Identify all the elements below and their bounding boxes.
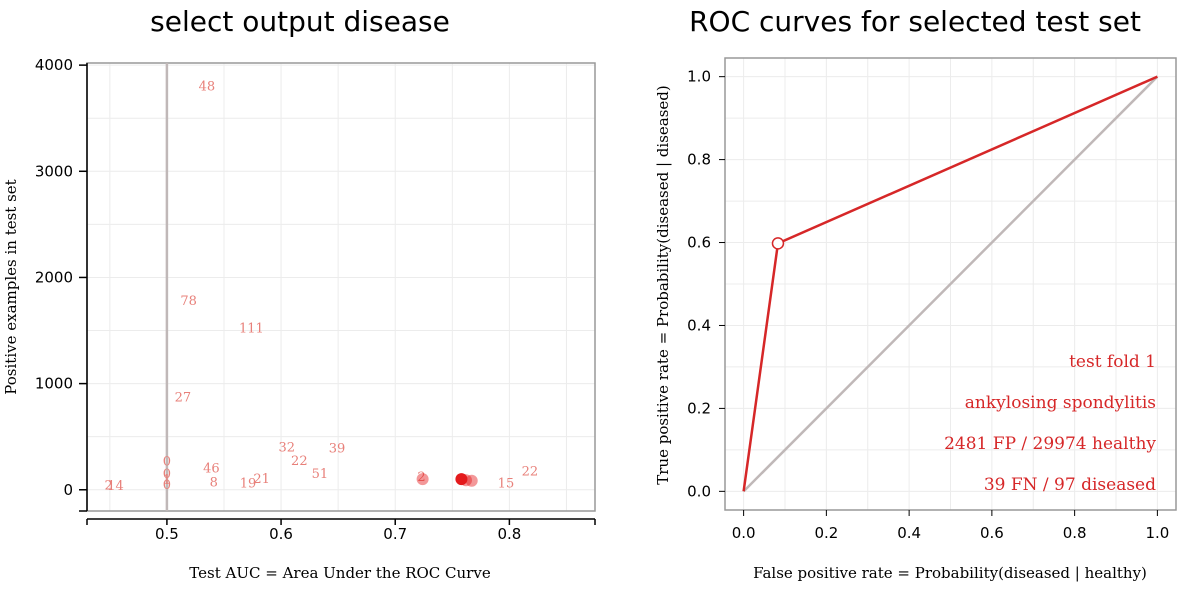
right-y-tick-label: 0.6 [687,234,711,252]
right-gridlines [725,58,1176,510]
right-x-tick-label: 0.8 [1063,524,1087,542]
left-x-axis-label: Test AUC = Area Under the ROC Curve [189,564,491,582]
disease-label[interactable]: 19 [240,476,257,491]
disease-label[interactable]: 0 [163,478,171,493]
right-x-tick-label: 0.2 [814,524,838,542]
selection-info-line: 39 FN / 97 diseased [984,475,1156,495]
disease-label[interactable]: 2 [417,470,425,485]
disease-label[interactable]: 78 [180,294,197,309]
disease-label[interactable]: 48 [199,79,216,94]
chance-diagonal [742,75,1159,493]
disease-label[interactable]: 14 [107,479,124,494]
disease-label[interactable]: 15 [498,476,515,491]
left-chart-title: select output disease [150,5,450,38]
right-x-axis-label: False positive rate = Probability(diseas… [753,564,1147,582]
left-y-axis-label: Positive examples in test set [2,179,20,394]
left-y-tick-label: 4000 [35,56,73,74]
disease-count-labels[interactable]: 487811127323922465121198221521400102 [105,79,539,494]
selection-info-line: test fold 1 [1069,352,1156,372]
selected-disease-point[interactable] [455,473,468,486]
disease-label[interactable]: 111 [239,321,264,336]
left-x-tick-label: 0.8 [497,525,521,543]
disease-label[interactable]: 8 [210,475,218,490]
disease-label[interactable]: 1 [163,473,171,488]
right-x-tick-label: 0.6 [980,524,1004,542]
right-y-tick-label: 1.0 [687,68,711,86]
disease-label[interactable]: 2 [105,479,113,494]
right-chart-title: ROC curves for selected test set [689,5,1141,38]
disease-label[interactable]: 51 [312,467,329,482]
disease-label[interactable]: 22 [522,465,539,480]
left-x-tick-label: 0.6 [269,525,293,543]
disease-label[interactable]: 32 [279,440,296,455]
roc-panel: ROC curves for selected test set 0.0 0.2 0… [654,5,1177,582]
disease-label[interactable]: 21 [253,472,270,487]
left-x-ticks: 0.5 0.6 0.7 0.8 [86,519,596,543]
left-y-tick-label: 1000 [35,375,73,393]
right-y-ticks: 0.0 0.2 0.4 0.6 0.8 1.0 [687,68,725,500]
right-y-tick-label: 0.2 [687,399,711,417]
roc-operating-point[interactable] [771,237,785,250]
left-gridlines [87,63,595,511]
disease-points[interactable] [416,473,478,487]
disease-point[interactable] [416,473,429,486]
right-y-tick-label: 0.4 [687,316,711,334]
left-y-tick-label: 0 [63,481,73,499]
right-x-tick-label: 1.0 [1145,524,1169,542]
scatter-panel[interactable]: select output disease 0.5 0.6 0.7 0.8 01000… [2,5,596,582]
disease-label[interactable]: 46 [203,462,220,477]
left-x-tick-label: 0.5 [155,525,179,543]
disease-label[interactable]: 22 [291,454,308,469]
right-x-tick-label: 0.4 [897,524,921,542]
disease-label[interactable]: 27 [175,390,192,405]
right-y-tick-label: 0.8 [687,151,711,169]
disease-label[interactable]: 0 [163,455,171,470]
right-y-axis-label: True positive rate = Probability(disease… [654,85,672,485]
right-x-tick-label: 0.0 [732,524,756,542]
left-y-tick-label: 3000 [35,162,73,180]
selection-info-line: 2481 FP / 29974 healthy [944,434,1156,454]
right-plot-frame [724,57,1177,511]
left-y-tick-label: 2000 [35,268,73,286]
selection-info: test fold 1 ankylosing spondylitis 2481 FP… [944,352,1156,495]
disease-label[interactable]: 39 [329,441,346,456]
left-x-tick-label: 0.7 [383,525,407,543]
disease-point[interactable] [465,474,478,487]
right-y-tick-label: 0.0 [687,482,711,500]
left-y-ticks: 0 1000 2000 3000 4000 [35,56,87,512]
disease-label[interactable]: 0 [163,467,171,482]
right-x-ticks: 0.0 0.2 0.4 0.6 0.8 1.0 [732,510,1169,542]
selection-info-line: ankylosing spondylitis [965,393,1156,413]
